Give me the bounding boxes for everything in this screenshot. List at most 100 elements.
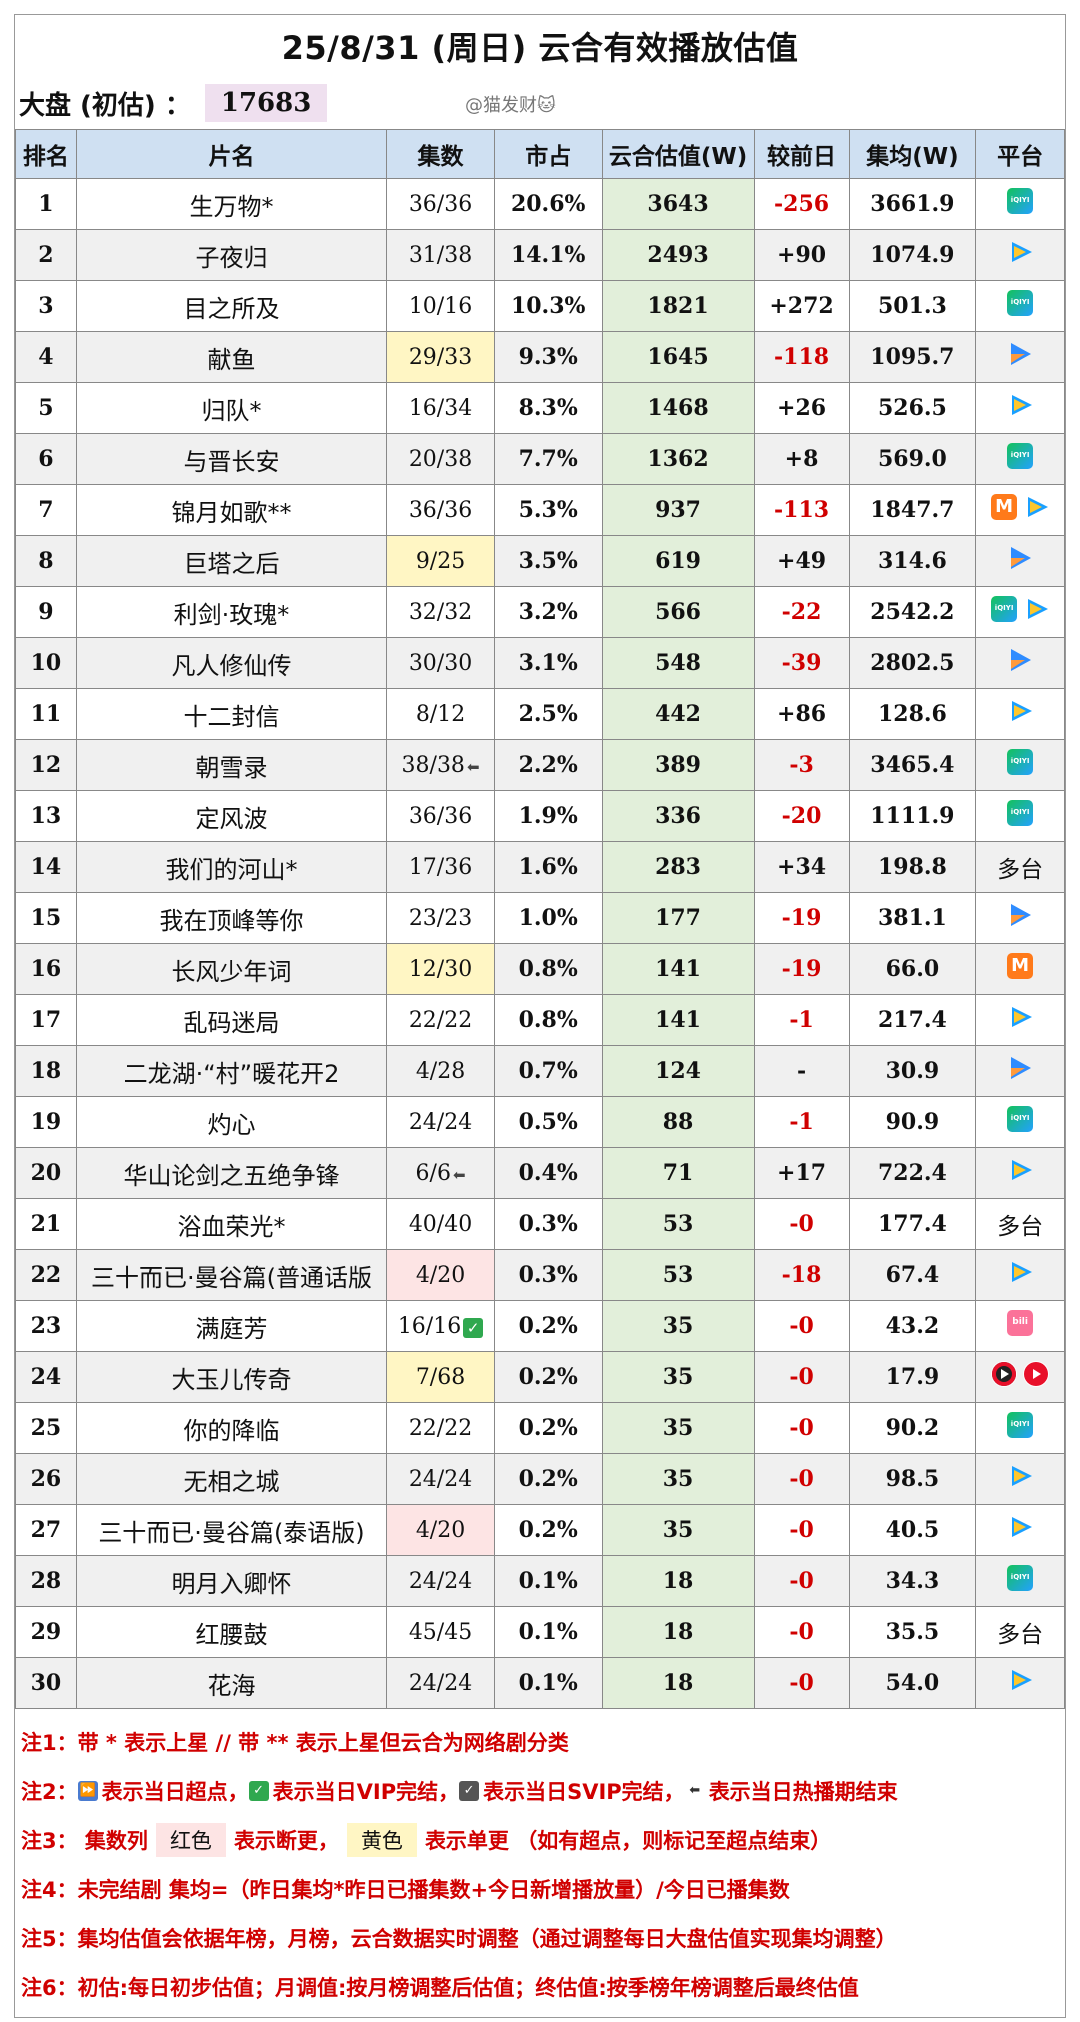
avg-cell: 40.5 (848, 1504, 977, 1556)
episodes-value: 24/24 (408, 1109, 473, 1135)
yunhe-cell: 35 (601, 1300, 755, 1352)
page-title: 25/8/31 (周日) 云合有效播放估值 (281, 29, 799, 67)
bili-icon (1007, 1310, 1034, 1336)
avg-cell: 381.1 (848, 892, 977, 944)
yunhe-cell: 53 (601, 1198, 755, 1250)
youku-icon (1007, 647, 1033, 673)
ranking-sheet: 25/8/31 (周日) 云合有效播放估值 大盘 (初估) ： 17683 @猫… (14, 14, 1066, 2018)
episodes-value: 16/34 (408, 395, 473, 421)
iqiyi-icon (1007, 749, 1034, 775)
episodes-cell: 8/12 (386, 688, 495, 740)
episodes-value: 24/24 (408, 1466, 473, 1492)
tencent-icon (1007, 698, 1033, 724)
title-cell: 朝雪录 (75, 739, 388, 791)
table-row: 5 归队* 16/34 8.3% 1468 +26 526.5 (15, 382, 1065, 434)
change-cell: -0 (753, 1402, 850, 1454)
note-5: 注5：集均估值会依据年榜，月榜，云合数据实时调整（通过调整每日大盘估值实现集均调… (21, 1926, 897, 1951)
title-cell: 巨塔之后 (75, 535, 388, 587)
platform-icons (991, 494, 1049, 520)
rank-cell: 2 (15, 229, 77, 281)
yunhe-cell: 35 (601, 1402, 755, 1454)
total-value: 17683 (204, 84, 328, 122)
tencent-icon (1007, 1259, 1033, 1285)
platform-cell: 多台 (975, 841, 1065, 893)
rank-cell: 29 (15, 1606, 77, 1658)
tencent-icon (1023, 596, 1049, 622)
platform-cell (975, 1300, 1065, 1352)
yunhe-cell: 18 (601, 1555, 755, 1607)
tencent-icon (1023, 494, 1049, 520)
total-bar: 大盘 (初估) ： 17683 @猫发财🐱 (15, 77, 1065, 129)
rank-cell: 5 (15, 382, 77, 434)
platform-cell (975, 1453, 1065, 1505)
avg-cell: 526.5 (848, 382, 977, 434)
share-cell: 0.2% (493, 1504, 603, 1556)
episodes-value: 36/36 (408, 497, 473, 523)
share-cell: 0.8% (493, 943, 603, 995)
yunhe-cell: 124 (601, 1045, 755, 1097)
note-4: 注4：未完结剧 集均=（昨日集均*昨日已播集数+今日新增播放量）/今日已播集数 (21, 1877, 790, 1902)
episodes-value: 16/16 (397, 1313, 462, 1339)
episodes-cell: 22/22 (386, 1402, 495, 1454)
table-row: 22 三十而已·曼谷篇(普通话版 4/20 0.3% 53 -18 67.4 (15, 1249, 1065, 1301)
col-share: 市占 (493, 129, 603, 179)
episodes-cell: 17/36 (386, 841, 495, 893)
platform-cell (975, 1096, 1065, 1148)
note-3-suffix: 表示单更 （如有超点，则标记至超点结束） (424, 1828, 832, 1853)
platform-cell (975, 484, 1065, 536)
platform-cell (975, 892, 1065, 944)
table-row: 24 大玉儿传奇 7/68 0.2% 35 -0 17.9 (15, 1351, 1065, 1403)
platform-cell (975, 943, 1065, 995)
change-cell: -39 (753, 637, 850, 689)
change-cell: -0 (753, 1453, 850, 1505)
yunhe-cell: 35 (601, 1351, 755, 1403)
rank-cell: 11 (15, 688, 77, 740)
avg-cell: 314.6 (848, 535, 977, 587)
platform-cell (975, 178, 1065, 230)
title-cell: 无相之城 (75, 1453, 388, 1505)
change-cell: -0 (753, 1351, 850, 1403)
platform-text: 多台 (997, 857, 1044, 883)
col-rank: 排名 (15, 129, 77, 179)
table-row: 14 我们的河山* 17/36 1.6% 283 +34 198.8 多台 (15, 841, 1065, 893)
episodes-cell: 4/20 (386, 1504, 495, 1556)
share-cell: 0.2% (493, 1300, 603, 1352)
ranking-table: 排名 片名 集数 市占 云合估值(W) 较前日 集均(W) 平台 1 生万物* 36… (15, 129, 1065, 1709)
episodes-value: 29/33 (408, 344, 473, 370)
table-row: 3 目之所及 10/16 10.3% 1821 +272 501.3 (15, 280, 1065, 332)
share-cell: 7.7% (493, 433, 603, 485)
avg-cell: 177.4 (848, 1198, 977, 1250)
table-row: 10 凡人修仙传 30/30 3.1% 548 -39 2802.5 (15, 637, 1065, 689)
yunhe-cell: 177 (601, 892, 755, 944)
col-platform: 平台 (975, 129, 1065, 179)
share-cell: 0.3% (493, 1249, 603, 1301)
youku-icon (1007, 545, 1033, 571)
platform-icons (1007, 443, 1034, 469)
avg-cell: 90.2 (848, 1402, 977, 1454)
platform-icons (1007, 749, 1034, 775)
rank-cell: 6 (15, 433, 77, 485)
platform-icons (1007, 1514, 1033, 1540)
tencent-icon (1007, 1514, 1033, 1540)
avg-cell: 3661.9 (848, 178, 977, 230)
table-row: 17 乱码迷局 22/22 0.8% 141 -1 217.4 (15, 994, 1065, 1046)
yunhe-cell: 53 (601, 1249, 755, 1301)
avg-cell: 35.5 (848, 1606, 977, 1658)
change-cell: -113 (753, 484, 850, 536)
title-cell: 浴血荣光* (75, 1198, 388, 1250)
platform-cell (975, 229, 1065, 281)
platform-cell (975, 535, 1065, 587)
platform-cell (975, 688, 1065, 740)
episodes-value: 8/12 (415, 701, 466, 727)
title-cell: 三十而已·曼谷篇(泰语版) (75, 1504, 388, 1556)
avg-cell: 1074.9 (848, 229, 977, 281)
share-cell: 1.6% (493, 841, 603, 893)
table-row: 8 巨塔之后 9/25 3.5% 619 +49 314.6 (15, 535, 1065, 587)
share-cell: 14.1% (493, 229, 603, 281)
platform-cell (975, 637, 1065, 689)
share-cell: 3.2% (493, 586, 603, 638)
title-cell: 二龙湖·“村”暖花开2 (75, 1045, 388, 1097)
change-cell: -0 (753, 1504, 850, 1556)
platform-icons (1007, 1106, 1034, 1132)
episodes-cell: 23/23 (386, 892, 495, 944)
